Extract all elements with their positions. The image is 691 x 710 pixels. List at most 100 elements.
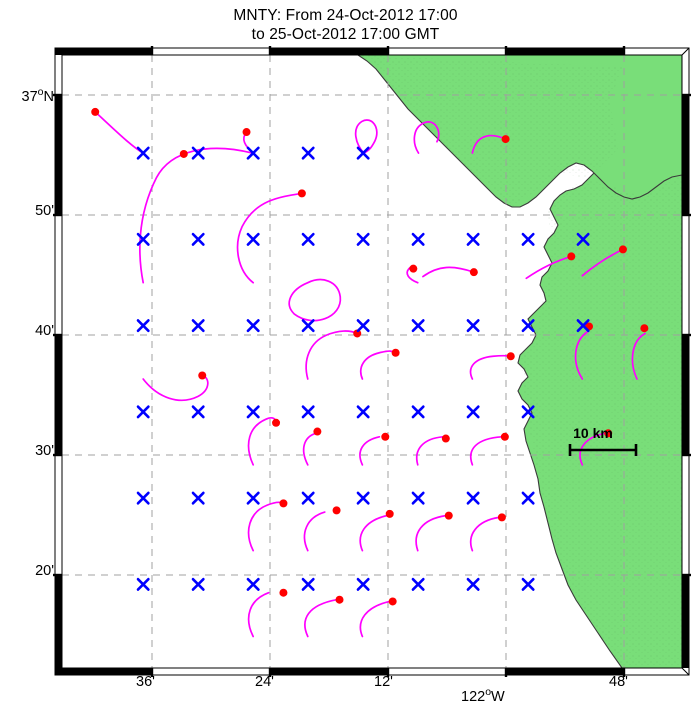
trajectory-start-marker bbox=[356, 319, 370, 333]
trajectory-start-marker bbox=[301, 319, 315, 333]
trajectory-start-marker bbox=[136, 491, 150, 505]
trajectory-end-marker bbox=[335, 595, 344, 604]
trajectory-end-markers bbox=[91, 107, 649, 606]
trajectory-end-marker bbox=[444, 511, 453, 520]
trajectory-path bbox=[305, 330, 359, 380]
trajectory-path bbox=[415, 435, 444, 466]
trajectory-paths bbox=[94, 111, 646, 638]
trajectory-start-marker bbox=[246, 146, 260, 160]
trajectory-start-marker bbox=[301, 146, 315, 160]
trajectory-start-marker bbox=[136, 232, 150, 246]
trajectory-start-marker bbox=[411, 577, 425, 591]
trajectory-start-marker bbox=[466, 491, 480, 505]
trajectory-end-marker bbox=[91, 107, 100, 116]
trajectory-start-marker bbox=[191, 405, 205, 419]
trajectory-end-marker bbox=[506, 352, 515, 361]
trajectory-path bbox=[422, 266, 475, 278]
ytick-label-40: 40' bbox=[35, 323, 54, 339]
xtick-label-48: 48' bbox=[609, 674, 628, 690]
frame-outer-rect bbox=[54, 47, 690, 676]
chart-title: MNTY: From 24-Oct-2012 17:00 to 25-Oct-2… bbox=[0, 6, 691, 44]
trajectory-path bbox=[525, 255, 573, 280]
scale-bar-label: 10 km bbox=[573, 425, 613, 441]
xtick-label-24: 24' bbox=[255, 674, 274, 690]
trajectory-start-marker bbox=[521, 319, 535, 333]
chart-title-line-2: to 25-Oct-2012 17:00 GMT bbox=[251, 26, 440, 43]
trajectory-start-marker bbox=[521, 577, 535, 591]
trajectory-start-marker bbox=[466, 232, 480, 246]
trajectory-start-marker bbox=[246, 319, 260, 333]
trajectory-start-marker bbox=[136, 405, 150, 419]
trajectory-start-marker bbox=[246, 405, 260, 419]
xtick-label-122W: 122oW bbox=[461, 686, 505, 705]
trajectory-end-marker bbox=[501, 135, 510, 144]
trajectory-path bbox=[579, 432, 607, 466]
trajectory-path bbox=[470, 516, 500, 552]
trajectory-start-marker bbox=[301, 577, 315, 591]
trajectory-end-marker bbox=[500, 432, 509, 441]
trajectory-end-marker bbox=[497, 513, 506, 522]
trajectory-start-marker bbox=[301, 491, 315, 505]
map-plot-area[interactable]: 10 km bbox=[53, 46, 691, 677]
trajectory-path bbox=[471, 134, 507, 154]
map-svg[interactable]: 10 km bbox=[62, 55, 682, 668]
trajectory-start-marker bbox=[576, 319, 590, 333]
trajectory-start-markers bbox=[136, 146, 590, 591]
trajectory-end-marker bbox=[272, 418, 281, 427]
trajectory-start-marker bbox=[356, 491, 370, 505]
xtick-label-36: 36' bbox=[136, 674, 155, 690]
trajectory-path bbox=[415, 514, 447, 552]
trajectory-path bbox=[581, 248, 624, 277]
trajectory-start-marker bbox=[301, 405, 315, 419]
trajectory-end-marker bbox=[297, 189, 306, 198]
trajectory-start-marker bbox=[466, 319, 480, 333]
ytick-label-30: 30' bbox=[35, 443, 54, 459]
trajectory-path bbox=[288, 278, 342, 322]
trajectory-start-marker bbox=[191, 319, 205, 333]
trajectory-start-marker bbox=[411, 405, 425, 419]
land-layer bbox=[357, 55, 682, 668]
trajectory-start-marker bbox=[521, 232, 535, 246]
trajectory-path bbox=[354, 119, 378, 154]
trajectory-path bbox=[236, 192, 303, 284]
trajectory-start-marker bbox=[356, 146, 370, 160]
trajectory-path bbox=[302, 432, 317, 466]
trajectory-path bbox=[574, 330, 589, 380]
trajectory-path bbox=[631, 332, 646, 380]
trajectory-start-marker bbox=[466, 577, 480, 591]
trajectory-path bbox=[247, 591, 270, 638]
trajectory-end-marker bbox=[381, 432, 390, 441]
trajectory-end-marker bbox=[469, 268, 478, 277]
trajectory-path bbox=[470, 435, 503, 466]
trajectory-path bbox=[359, 435, 381, 466]
trajectory-path bbox=[469, 354, 512, 380]
trajectory-start-marker bbox=[191, 146, 205, 160]
trajectory-end-marker bbox=[279, 499, 288, 508]
trajectory-start-marker bbox=[246, 232, 260, 246]
trajectory-end-marker bbox=[313, 427, 322, 436]
trajectory-start-marker bbox=[191, 577, 205, 591]
trajectory-path bbox=[139, 147, 254, 284]
frame-tick-segments bbox=[55, 48, 689, 675]
chart-title-line-1: MNTY: From 24-Oct-2012 17:00 bbox=[233, 7, 458, 24]
trajectory-start-marker bbox=[136, 146, 150, 160]
trajectory-end-marker bbox=[567, 252, 576, 261]
trajectory-end-marker bbox=[441, 434, 450, 443]
trajectory-path bbox=[142, 374, 209, 402]
trajectory-end-marker bbox=[388, 597, 397, 606]
trajectory-start-marker bbox=[356, 405, 370, 419]
trajectory-end-marker bbox=[391, 348, 400, 357]
scale-bar: 10 km bbox=[568, 425, 638, 456]
grid-lines bbox=[62, 55, 682, 668]
trajectory-start-marker bbox=[191, 491, 205, 505]
trajectory-start-marker bbox=[136, 319, 150, 333]
trajectory-end-marker bbox=[332, 506, 341, 515]
ytick-label-50: 50' bbox=[35, 203, 54, 219]
trajectory-start-marker bbox=[411, 319, 425, 333]
trajectory-end-marker bbox=[242, 128, 251, 137]
trajectory-end-marker bbox=[198, 371, 207, 380]
map-frame bbox=[53, 46, 691, 677]
trajectory-start-marker bbox=[246, 491, 260, 505]
trajectory-start-marker bbox=[411, 491, 425, 505]
frame-major-ticks bbox=[53, 46, 691, 677]
